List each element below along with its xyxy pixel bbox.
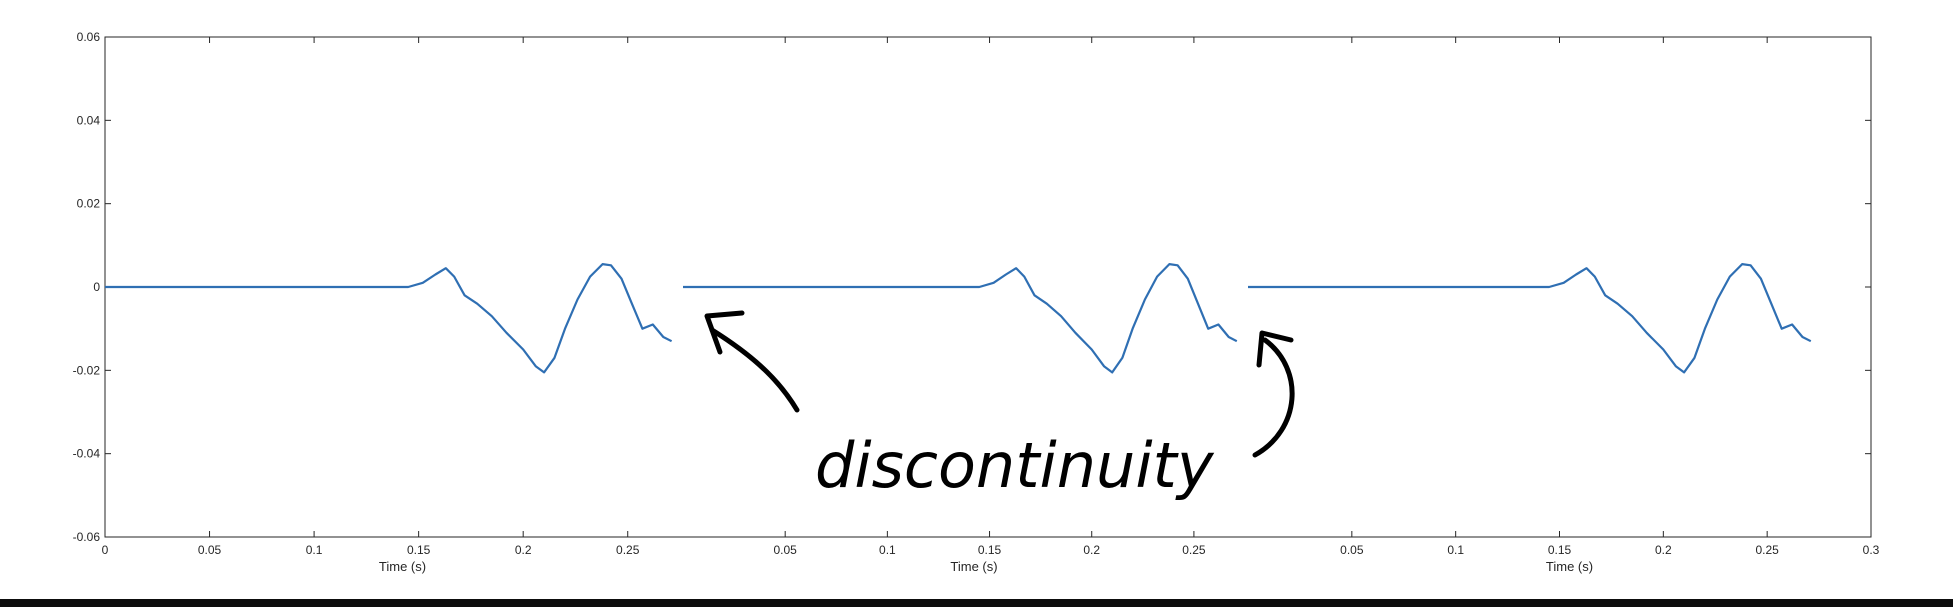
x-tick-label: 0.05	[1340, 543, 1364, 557]
x-tick-label: 0.15	[407, 543, 431, 557]
annotation-group: discontinuity	[704, 310, 1295, 502]
bottom-bar	[0, 599, 1953, 607]
y-tick-label: -0.02	[73, 363, 101, 377]
annotation-text: discontinuity	[815, 429, 1215, 502]
ticks-group: 0.060.040.020-0.02-0.04-0.060 0.05 0.1 0.15…	[73, 30, 1880, 574]
left-arrow-head	[704, 310, 745, 355]
x-axis-label: Time (s)	[379, 559, 426, 574]
left-arrow-shaft	[709, 327, 800, 413]
x-tick-label: 0.25	[616, 543, 640, 557]
y-tick-label: -0.06	[73, 530, 101, 544]
x-tick-label: 0.3	[1863, 543, 1880, 557]
series-line-panel-1	[105, 263, 673, 374]
x-tick-label: 0.2	[1655, 543, 1672, 557]
y-tick-label: 0.04	[77, 113, 101, 127]
x-tick-label: 0.25	[1755, 543, 1779, 557]
x-tick-label: 0.2	[1083, 543, 1100, 557]
x-tick-label: 0.05	[198, 543, 222, 557]
x-axis-label: Time (s)	[1546, 559, 1593, 574]
right-arrow-shaft	[1252, 337, 1295, 458]
x-tick-label: 0.1	[306, 543, 323, 557]
y-tick-label: 0.06	[77, 30, 101, 44]
x-axis-label: Time (s)	[950, 559, 997, 574]
x-tick-label: 0.15	[1548, 543, 1572, 557]
x-tick-label: 0	[102, 543, 109, 557]
y-tick-label: 0.02	[77, 197, 101, 211]
y-tick-label: 0	[93, 280, 100, 294]
series-line-panel-2	[683, 263, 1238, 374]
x-tick-label: 0.05	[774, 543, 798, 557]
series-lines-group	[105, 263, 1812, 374]
series-line-panel-3	[1248, 263, 1812, 374]
x-tick-label: 0.1	[1447, 543, 1464, 557]
x-tick-label: 0.2	[515, 543, 532, 557]
y-tick-label: -0.04	[73, 447, 101, 461]
x-tick-label: 0.1	[879, 543, 896, 557]
x-tick-label: 0.25	[1182, 543, 1206, 557]
right-arrow-head	[1256, 330, 1294, 368]
x-tick-label: 0.15	[978, 543, 1002, 557]
